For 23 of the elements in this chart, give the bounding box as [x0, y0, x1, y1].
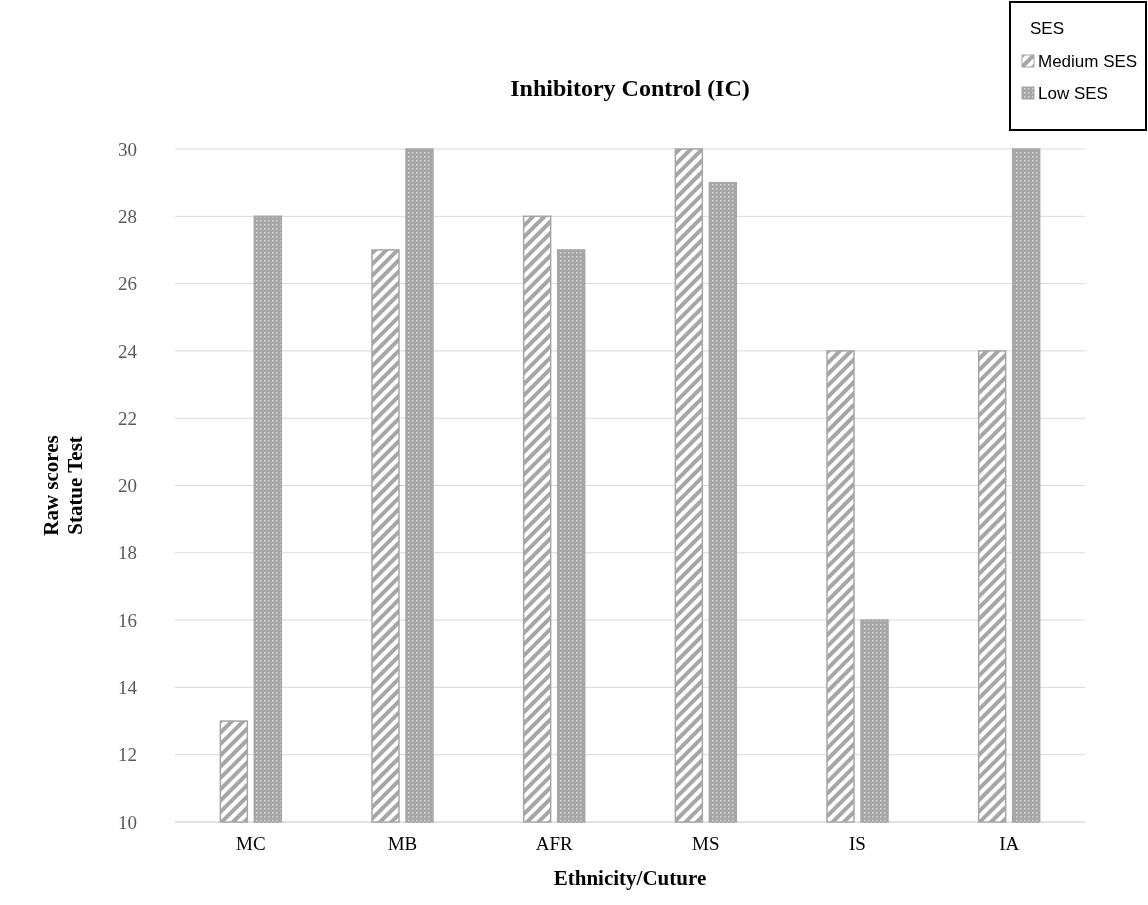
x-tick-label: IA	[999, 833, 1020, 854]
x-axis-title: Ethnicity/Cuture	[553, 866, 707, 890]
x-tick-label: AFR	[535, 833, 573, 854]
y-tick-label: 20	[118, 475, 137, 497]
x-tick-label: MB	[387, 833, 418, 854]
legend-title: SES	[1030, 19, 1065, 38]
x-tick-label: IS	[849, 833, 866, 854]
y-tick-label: 18	[118, 542, 137, 564]
y-tick-label: 22	[118, 407, 137, 429]
y-tick-label: 14	[118, 677, 138, 699]
y-tick-label: 24	[118, 340, 138, 362]
y-tick-label: 16	[118, 609, 137, 631]
x-tick-label: MC	[236, 833, 266, 854]
chart-title: Inhibitory Control (IC)	[510, 75, 750, 101]
y-tick-label: 12	[118, 744, 137, 766]
y-tick-label: 28	[118, 205, 137, 227]
y-axis-title: Raw scores Statue Test	[39, 435, 87, 536]
x-tick-label: MS	[692, 833, 720, 854]
y-tick-label: 30	[118, 138, 137, 160]
y-tick-label: 26	[118, 273, 137, 295]
y-tick-label: 10	[118, 811, 137, 833]
legend-label: Low SES	[1038, 84, 1108, 103]
legend-label: Medium SES	[1038, 52, 1138, 71]
